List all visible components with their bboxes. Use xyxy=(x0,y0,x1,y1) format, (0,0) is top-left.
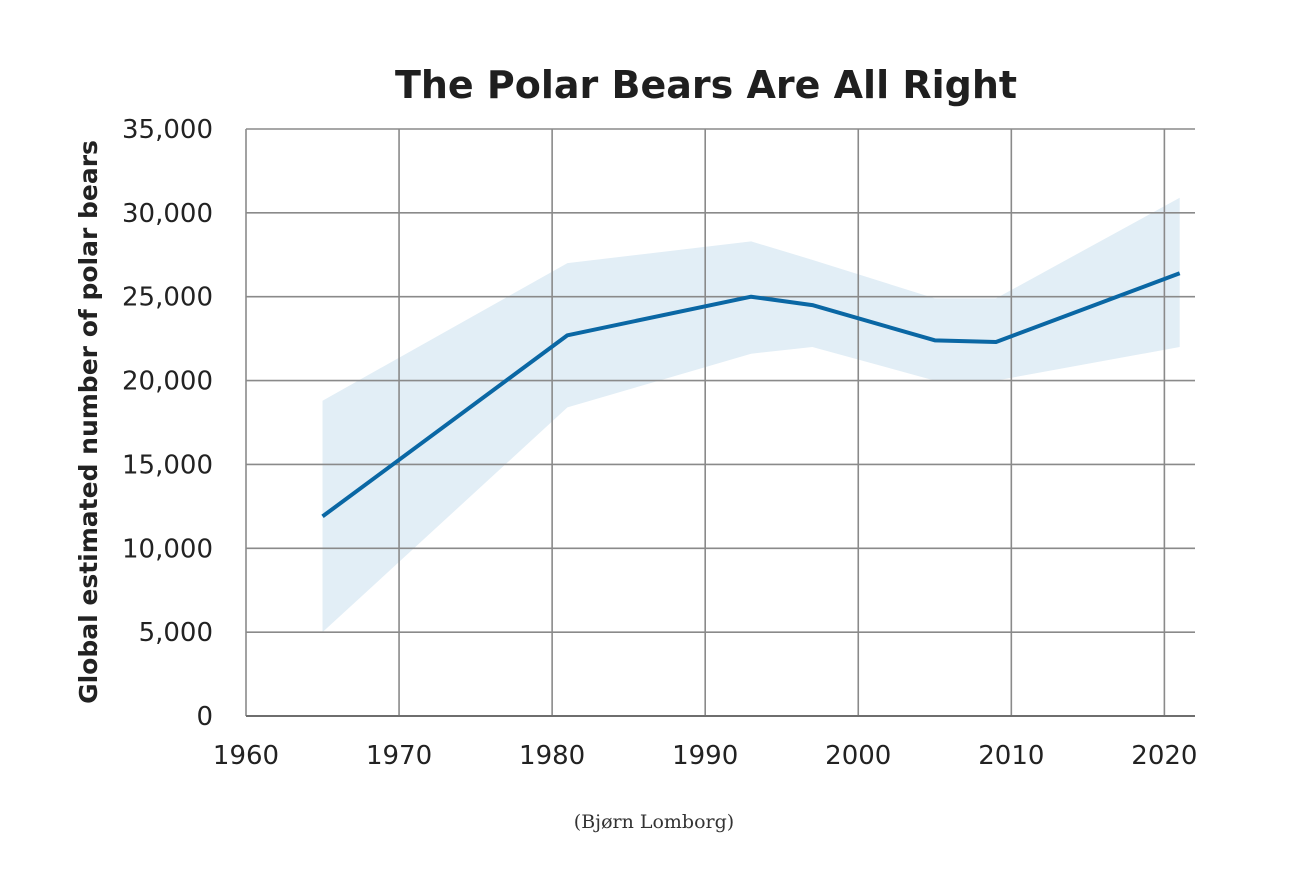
y-tick-labels: 0 5,000 10,000 15,000 20,000 25,000 30,000 35,0… xyxy=(122,115,213,732)
x-tick-label: 1970 xyxy=(366,741,432,771)
y-tick-label: 15,000 xyxy=(122,450,213,480)
x-tick-label: 1980 xyxy=(519,741,585,771)
chart-title: The Polar Bears Are All Right xyxy=(395,63,1017,107)
x-tick-label: 2020 xyxy=(1131,741,1197,771)
y-tick-label: 25,000 xyxy=(122,283,213,313)
y-tick-label: 30,000 xyxy=(122,199,213,229)
x-tick-label: 2010 xyxy=(978,741,1044,771)
x-tick-label: 1960 xyxy=(213,741,279,771)
x-tick-label: 1990 xyxy=(672,741,738,771)
y-tick-label: 35,000 xyxy=(122,115,213,145)
x-tick-label: 2000 xyxy=(825,741,891,771)
grid-layer xyxy=(245,128,1195,716)
series-line-layer xyxy=(321,271,1181,519)
y-tick-label: 20,000 xyxy=(122,367,213,397)
confidence-band-layer xyxy=(322,197,1180,633)
uncertainty-band xyxy=(322,197,1180,633)
x-tick-labels: 1960 1970 1980 1990 2000 2010 2020 xyxy=(213,741,1198,771)
population-line xyxy=(321,271,1181,519)
y-tick-label: 5,000 xyxy=(139,618,213,648)
y-tick-label: 0 xyxy=(196,702,213,732)
y-tick-label: 10,000 xyxy=(122,534,213,564)
y-axis-title: Global estimated number of polar bears xyxy=(74,140,103,704)
source-caption: (Bjørn Lomborg) xyxy=(574,811,734,833)
